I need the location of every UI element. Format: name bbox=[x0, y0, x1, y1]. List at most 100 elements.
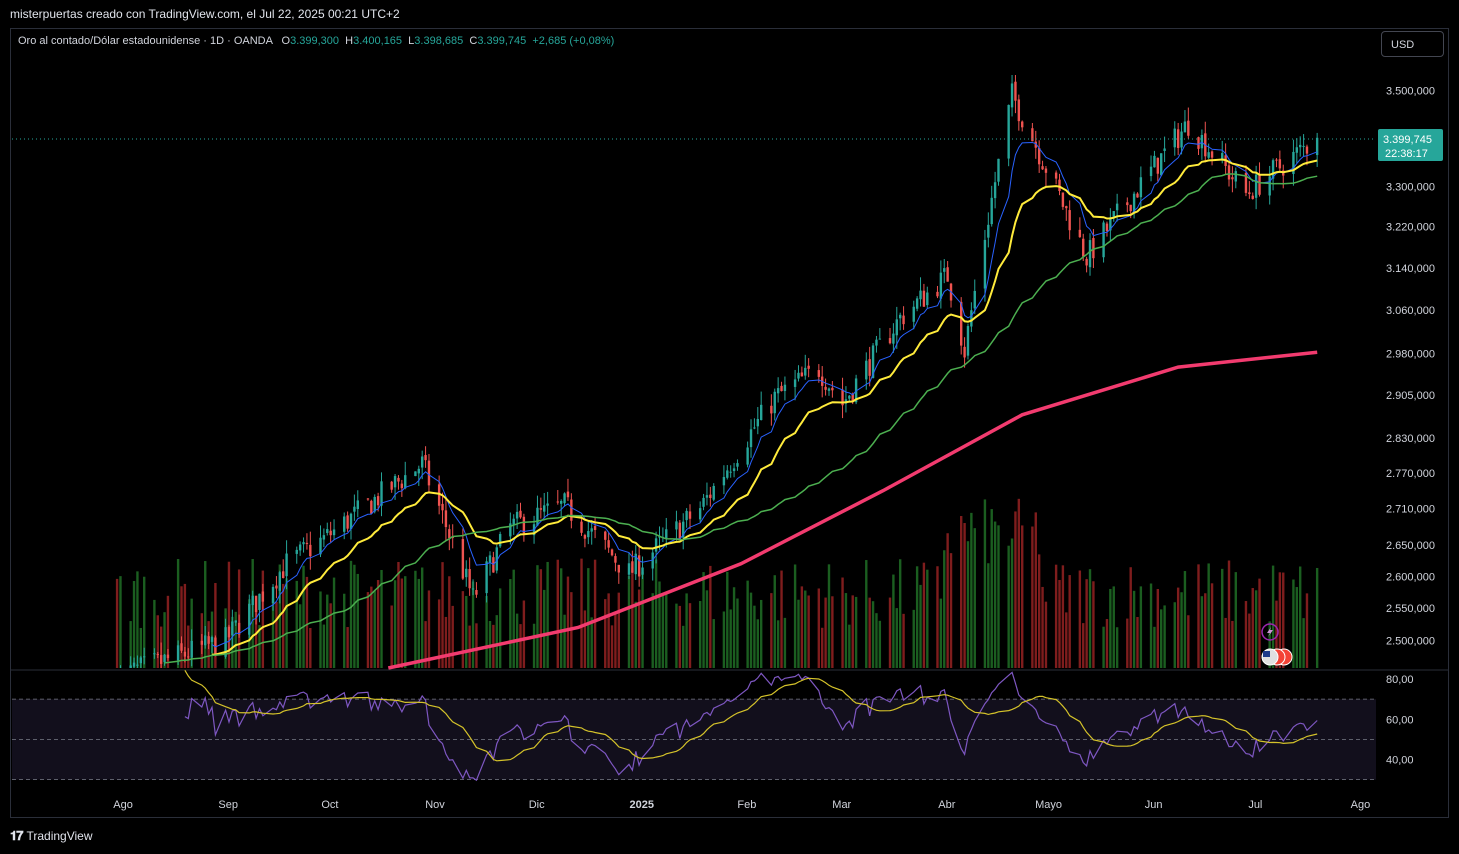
volume-bar bbox=[1295, 587, 1299, 668]
volume-bar bbox=[793, 564, 797, 668]
volume-bar bbox=[204, 561, 207, 668]
volume-bar bbox=[1302, 618, 1305, 668]
volume-bar bbox=[973, 528, 976, 668]
candle-body bbox=[1105, 223, 1109, 232]
volume-bar bbox=[1153, 626, 1156, 668]
volume-bar bbox=[556, 559, 559, 668]
volume-bar bbox=[780, 570, 783, 668]
volume-bar bbox=[1061, 565, 1065, 668]
volume-bar bbox=[892, 574, 895, 668]
candle-body bbox=[498, 534, 502, 547]
candle-body bbox=[271, 586, 275, 604]
volume-bar bbox=[610, 625, 614, 668]
volume-bar bbox=[1034, 512, 1037, 668]
volume-bar bbox=[153, 599, 156, 668]
candle-body bbox=[207, 636, 210, 644]
volume-bar bbox=[509, 579, 512, 668]
candle-body bbox=[960, 301, 963, 346]
candle-body bbox=[1078, 229, 1082, 238]
last-price-tag: 3.399,745 22:38:17 bbox=[1378, 129, 1443, 161]
volume-bar bbox=[915, 566, 919, 668]
volume-bar bbox=[1078, 570, 1082, 668]
volume-bar bbox=[495, 615, 498, 668]
candle-body bbox=[987, 224, 990, 238]
price-tick-label: 3.500,000 bbox=[1386, 85, 1435, 97]
candle-body bbox=[1034, 141, 1037, 148]
candle-body bbox=[800, 372, 804, 377]
volume-bar bbox=[827, 564, 831, 668]
volume-bar bbox=[705, 590, 709, 668]
close-label: C bbox=[469, 35, 478, 47]
volume-bar bbox=[448, 576, 451, 668]
volume-bar bbox=[444, 616, 448, 668]
open-value: 3.399,300 bbox=[290, 35, 340, 47]
candle-body bbox=[902, 315, 905, 325]
candle-body bbox=[871, 345, 875, 378]
candle-body bbox=[475, 590, 478, 595]
candle-body bbox=[729, 471, 732, 473]
candle-body bbox=[176, 645, 180, 661]
candle-body bbox=[1292, 151, 1295, 174]
candle-body bbox=[892, 333, 895, 344]
currency-button[interactable]: USD bbox=[1381, 31, 1444, 57]
volume-bar bbox=[326, 594, 329, 668]
volume-bar bbox=[922, 562, 926, 668]
candle-body bbox=[1176, 129, 1180, 148]
volume-bar bbox=[651, 593, 654, 668]
volume-bar bbox=[400, 578, 404, 668]
chart-caption: misterpuertas creado con TradingView.com… bbox=[10, 7, 400, 21]
volume-bar bbox=[627, 576, 631, 668]
candle-body bbox=[495, 547, 498, 571]
candle-body bbox=[617, 564, 621, 573]
candle-body bbox=[817, 370, 821, 377]
volume-bar bbox=[993, 521, 997, 668]
symbol-name[interactable]: Oro al contado/Dólar estadounidense · 1D… bbox=[18, 35, 273, 47]
candle-body bbox=[566, 491, 570, 498]
candle-body bbox=[939, 272, 943, 299]
candle-body bbox=[153, 653, 156, 655]
candle-body bbox=[675, 521, 678, 530]
candle-body bbox=[736, 463, 739, 467]
candle-body bbox=[722, 477, 726, 486]
volume-bar bbox=[841, 577, 844, 668]
volume-bar bbox=[1139, 586, 1143, 668]
time-tick-label: Mar bbox=[832, 799, 851, 811]
candle-body bbox=[187, 656, 190, 658]
volume-bar bbox=[1176, 587, 1180, 668]
event-icons[interactable] bbox=[1261, 623, 1293, 666]
candle-body bbox=[1014, 81, 1017, 101]
candle-body bbox=[1258, 174, 1261, 195]
low-label: L bbox=[408, 35, 415, 47]
close-value: 3.399,745 bbox=[477, 35, 527, 47]
volume-bar bbox=[698, 601, 702, 668]
volume-bar bbox=[658, 581, 661, 668]
candle-body bbox=[726, 470, 729, 478]
volume-bar bbox=[349, 560, 353, 668]
volume-bar bbox=[1200, 596, 1204, 668]
volume-bar bbox=[1275, 600, 1278, 668]
candle-body bbox=[282, 571, 285, 578]
candle-body bbox=[1163, 148, 1166, 151]
candle-body bbox=[983, 239, 987, 289]
candle-body bbox=[1041, 166, 1044, 170]
candle-body bbox=[1221, 153, 1224, 161]
lightning-icon[interactable] bbox=[1261, 623, 1279, 641]
price-tick-label: 2.600,000 bbox=[1386, 571, 1435, 583]
candle-body bbox=[665, 529, 668, 539]
volume-bar bbox=[960, 516, 963, 668]
volume-bar bbox=[187, 625, 190, 668]
volume-bar bbox=[970, 512, 973, 668]
volume-bar bbox=[580, 558, 583, 668]
time-tick-label: Jul bbox=[1248, 799, 1262, 811]
volume-bar bbox=[821, 627, 824, 668]
candle-body bbox=[200, 640, 204, 645]
volume-bar bbox=[437, 599, 441, 668]
candle-body bbox=[1132, 193, 1136, 212]
candle-body bbox=[356, 500, 359, 510]
volume-bar bbox=[543, 589, 546, 668]
candle-body bbox=[536, 507, 539, 526]
candle-body bbox=[329, 530, 332, 536]
price-tick-label: 2.710,000 bbox=[1386, 504, 1435, 516]
candle-body bbox=[390, 481, 393, 490]
